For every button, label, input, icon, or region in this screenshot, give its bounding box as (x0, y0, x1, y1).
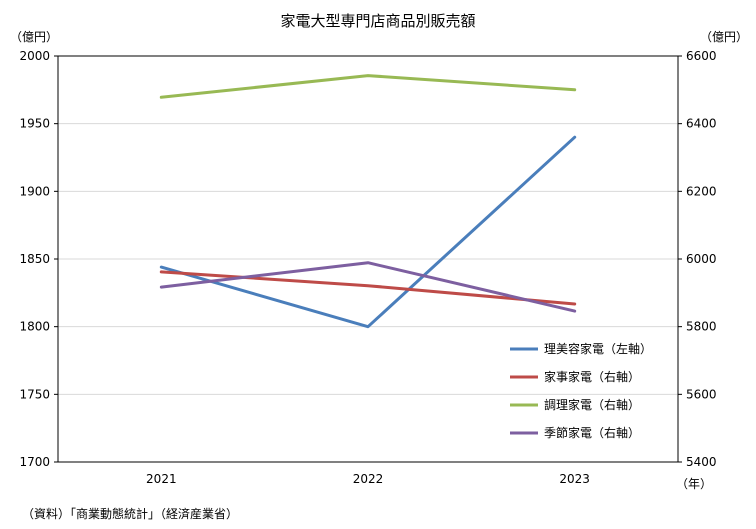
left-tick-label: 1850 (19, 252, 50, 266)
chart-title: 家電大型専門店商品別販売額 (280, 12, 475, 30)
x-tick-label: 2023 (559, 472, 590, 486)
x-axis-unit: （年） (676, 477, 712, 491)
left-tick-label: 1900 (19, 184, 50, 198)
right-tick-label: 6200 (686, 184, 717, 198)
legend: 理美容家電（左軸） 家事家電（右軸） 調理家電（右軸） 季節家電（右軸） (510, 341, 652, 440)
left-tick-label: 1750 (19, 387, 50, 401)
left-tick-label: 1950 (19, 117, 50, 131)
right-axis: 5400 5600 5800 6000 6200 6400 6600 (678, 49, 717, 469)
x-tick-label: 2022 (353, 472, 384, 486)
x-axis: 2021 2022 2023 (146, 472, 590, 486)
left-axis-unit: （億円） (10, 30, 58, 44)
series-line-1 (159, 135, 577, 329)
x-tick-label: 2021 (146, 472, 177, 486)
right-tick-label: 5600 (686, 387, 717, 401)
right-tick-label: 6400 (686, 117, 717, 131)
right-tick-label: 5400 (686, 455, 717, 469)
right-axis-unit: （億円） (700, 30, 748, 44)
left-tick-label: 1800 (19, 320, 50, 334)
right-tick-label: 6000 (686, 252, 717, 266)
series-line-2 (159, 270, 577, 306)
series-line-3 (159, 74, 577, 99)
legend-label: 理美容家電（左軸） (544, 341, 652, 356)
left-tick-label: 1700 (19, 455, 50, 469)
source-note: （資料）「商業動態統計」（経済産業省） (22, 506, 238, 521)
legend-label: 家事家電（右軸） (544, 369, 640, 384)
left-axis: 1700 1750 1800 1850 1900 1950 2000 (19, 49, 58, 469)
right-tick-label: 6600 (686, 49, 717, 63)
series-lines (159, 74, 577, 329)
left-tick-label: 2000 (19, 49, 50, 63)
right-tick-label: 5800 (686, 320, 717, 334)
legend-label: 調理家電（右軸） (544, 397, 640, 412)
legend-label: 季節家電（右軸） (544, 425, 640, 440)
series-line-4 (159, 261, 577, 313)
gridlines (58, 123, 678, 395)
